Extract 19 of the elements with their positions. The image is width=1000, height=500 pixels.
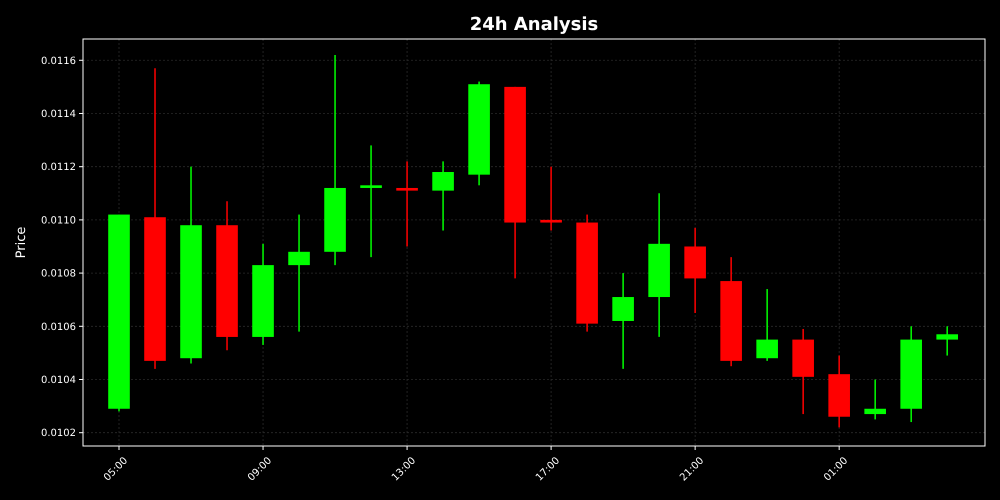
y-tick-label: 0.0104 (41, 374, 76, 386)
candlestick (288, 214, 310, 332)
candlestick (936, 326, 958, 356)
y-tick-label: 0.0116 (41, 56, 76, 67)
candlestick (864, 378, 886, 420)
y-tick-label: 0.0114 (41, 108, 76, 120)
candlestick (432, 160, 454, 232)
y-tick-label: 0.0106 (41, 322, 76, 333)
candlestick (360, 144, 382, 258)
y-tick-label: 0.0110 (41, 215, 76, 226)
y-tick-label: 0.0112 (41, 162, 76, 174)
candlestick (540, 166, 562, 232)
y-axis-title: Price (14, 226, 29, 258)
y-tick-label: 0.0108 (41, 268, 76, 280)
candlestick (612, 272, 634, 370)
y-tick-label: 0.0102 (41, 428, 76, 440)
candlestick (396, 160, 418, 248)
candlestick (756, 288, 778, 362)
chart-title: 24h Analysis (470, 14, 598, 35)
